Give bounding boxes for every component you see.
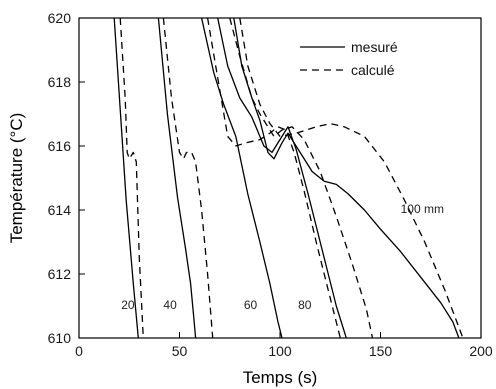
calculated-curve-3 <box>162 18 214 338</box>
y-axis-title: Température (°C) <box>7 113 26 244</box>
measured-curve-4 <box>200 18 283 338</box>
x-tick-label: 50 <box>172 343 188 359</box>
curve-label: 80 <box>298 298 312 312</box>
calculated-curve-1 <box>119 18 144 338</box>
measured-curve-2 <box>157 18 197 338</box>
x-tick-label: 0 <box>75 343 83 359</box>
x-axis-title: Temps (s) <box>243 368 318 387</box>
measured-curve-6 <box>217 18 347 338</box>
measured-curve-0 <box>113 18 139 338</box>
curve-labels: 20 40 60 80 100 mm <box>121 202 444 312</box>
y-tick-label: 620 <box>48 10 72 26</box>
x-axis-ticks: 0 50 100 150 200 <box>75 332 493 359</box>
calculated-curve-9 <box>239 18 464 338</box>
curve-label: 60 <box>244 298 258 312</box>
curve-label: 40 <box>163 298 177 312</box>
legend-label-dashed: calculé <box>351 62 395 78</box>
y-tick-label: 616 <box>48 138 72 154</box>
curve-label: 20 <box>121 298 135 312</box>
y-axis-ticks: 610 612 614 616 618 620 <box>48 10 85 346</box>
y-tick-label: 614 <box>48 202 72 218</box>
x-tick-label: 100 <box>268 343 292 359</box>
y-tick-label: 612 <box>48 266 72 282</box>
y-tick-label: 618 <box>48 74 72 90</box>
y-tick-label: 610 <box>48 330 72 346</box>
legend: mesuré calculé <box>300 39 398 78</box>
series-layer <box>113 18 464 338</box>
curve-label: 100 mm <box>401 202 444 216</box>
x-tick-label: 150 <box>369 343 393 359</box>
plot-area-frame <box>78 17 482 339</box>
legend-label-solid: mesuré <box>351 39 398 55</box>
calculated-curve-5 <box>206 18 341 338</box>
x-tick-label: 200 <box>469 343 493 359</box>
measured-curve-8 <box>233 18 460 338</box>
